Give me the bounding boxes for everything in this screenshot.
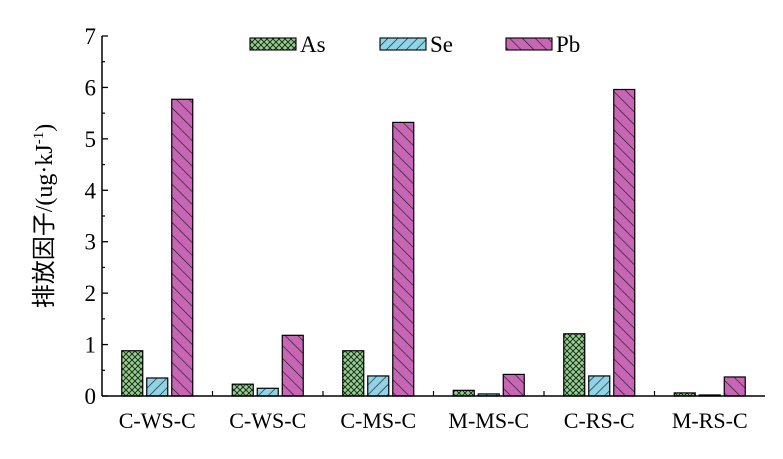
bar-as-2 xyxy=(342,350,365,397)
bar-as-0 xyxy=(121,350,144,397)
y-axis-title: 排放因子/(ug·kJ-1) xyxy=(31,124,58,309)
y-tick-label-6: 6 xyxy=(85,75,97,100)
y-ticks-group: 0 1 2 3 4 5 6 7 xyxy=(85,24,108,409)
x-category-label-5: M-RS-C xyxy=(672,408,748,433)
y-tick-label-5: 5 xyxy=(85,127,97,152)
x-category-label-2: C-MS-C xyxy=(340,408,416,433)
x-category-label-1: C-WS-C xyxy=(229,408,306,433)
y-axis-label-close: ) xyxy=(32,124,58,132)
bar-as-3 xyxy=(452,389,475,397)
y-axis-label: 排放因子/(ug·kJ-1) xyxy=(31,124,58,309)
bar-pb-3 xyxy=(502,373,525,397)
bar-se-2 xyxy=(367,375,390,397)
bar-se-4 xyxy=(588,375,611,397)
y-tick-label-0: 0 xyxy=(85,384,97,409)
bar-se-1 xyxy=(256,387,279,397)
bar-pb-2 xyxy=(392,121,415,397)
y-tick-label-1: 1 xyxy=(85,333,97,358)
bar-pb-4 xyxy=(613,88,636,397)
x-category-label-3: M-MS-C xyxy=(448,408,529,433)
y-tick-label-3: 3 xyxy=(85,230,97,255)
y-tick-label-7: 7 xyxy=(85,24,97,49)
bar-pb-0 xyxy=(171,98,194,397)
bar-pb-1 xyxy=(281,334,304,397)
bars-group xyxy=(121,88,746,397)
y-axis-label-unit: kJ xyxy=(32,144,58,165)
legend: As Se Pb xyxy=(249,32,580,57)
x-category-label-4: C-RS-C xyxy=(564,408,635,433)
bar-as-4 xyxy=(563,333,586,397)
x-category-label-0: C-WS-C xyxy=(119,408,196,433)
y-axis-label-main: 排放因子/(ug xyxy=(31,174,58,309)
legend-label-as: As xyxy=(300,32,326,57)
y-tick-label-2: 2 xyxy=(85,281,97,306)
y-axis-label-dot: · xyxy=(32,166,58,174)
y-axis-label-exponent: -1 xyxy=(31,132,47,145)
bar-as-1 xyxy=(231,383,254,397)
legend-swatch-as xyxy=(249,37,297,51)
legend-label-pb: Pb xyxy=(556,32,580,57)
x-categories-group: C-WS-C C-WS-C C-MS-C M-MS-C C-RS-C M-RS-C xyxy=(119,391,748,433)
bar-pb-5 xyxy=(723,376,746,397)
legend-swatch-se xyxy=(379,37,427,51)
axes-group xyxy=(101,36,765,397)
y-tick-label-4: 4 xyxy=(85,178,97,203)
legend-swatch-pb xyxy=(505,37,553,51)
legend-label-se: Se xyxy=(430,32,453,57)
bar-se-0 xyxy=(146,377,169,397)
